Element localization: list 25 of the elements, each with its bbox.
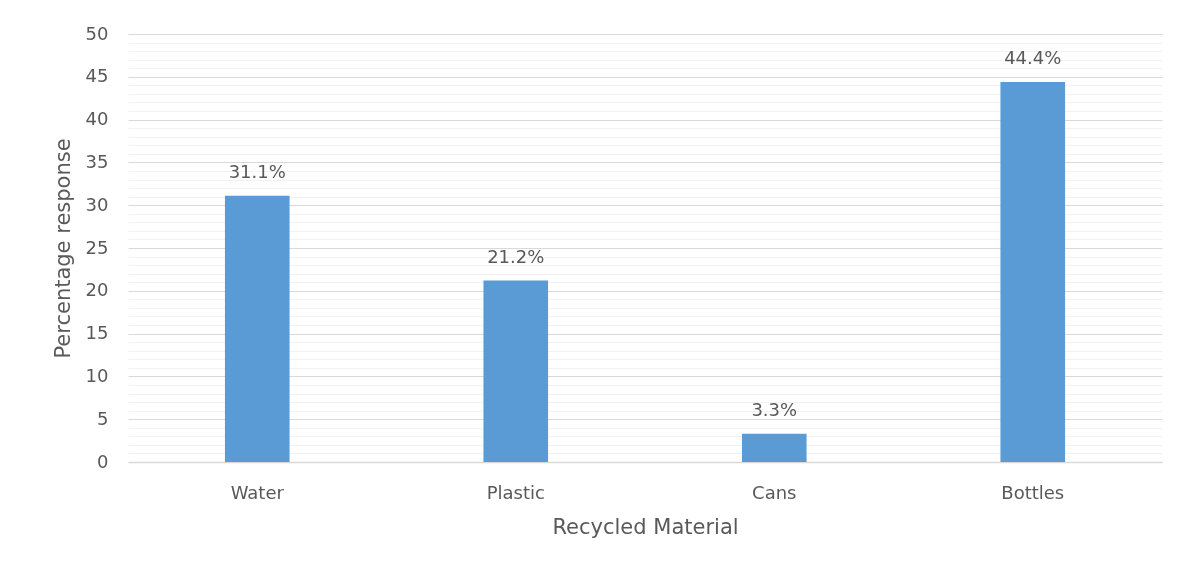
y-tick-label: 25 [85,236,109,258]
y-tick-label: 5 [97,407,109,429]
bar [224,195,290,462]
y-axis-title: Percentage response [50,138,75,359]
x-axis-title: Recycled Material [552,514,739,539]
bar [741,433,807,462]
y-tick-label: 20 [85,279,109,301]
x-tick-label: Water [230,481,285,503]
y-tick-label: 0 [97,450,109,472]
data-label: 31.1% [228,160,286,182]
data-label: 3.3% [751,398,798,420]
y-tick-label: 40 [85,108,109,130]
y-tick-label: 50 [85,22,109,44]
x-tick-label: Cans [752,481,797,503]
data-label: 21.2% [487,245,545,267]
bar [483,280,549,462]
x-tick-label: Bottles [1001,481,1065,503]
y-tick-label: 30 [85,193,109,215]
y-tick-label: 15 [85,322,109,344]
data-label: 44.4% [1004,46,1062,68]
bar [1000,81,1066,462]
y-tick-label: 10 [85,364,109,386]
y-tick-label: 35 [85,150,109,172]
y-tick-label: 45 [85,65,109,87]
x-tick-label: Plastic [486,481,545,503]
